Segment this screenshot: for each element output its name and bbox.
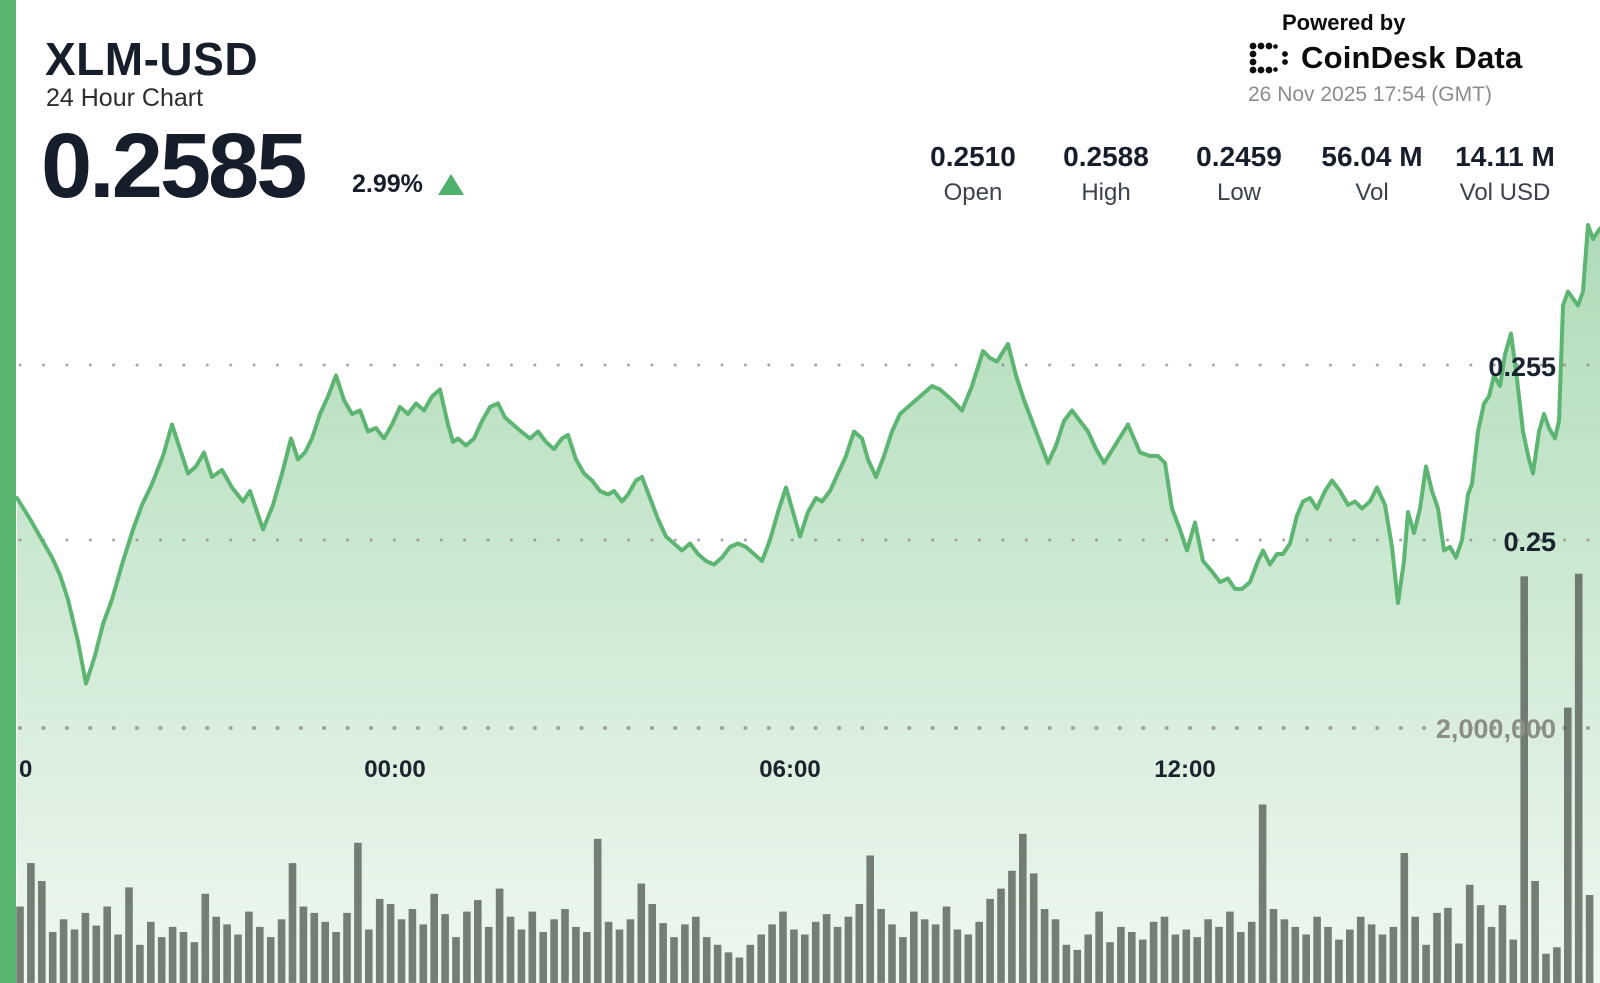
stat-high: 0.2588 High [1045,140,1167,207]
stat-vol: 56.04 M Vol [1311,140,1433,207]
current-price: 0.2585 [41,115,307,217]
stat-label: Open [943,178,1003,206]
coindesk-data-logo[interactable]: CoinDesk Data [1248,40,1560,76]
x-axis-label: 06:00 [759,756,820,783]
stat-value: 0.2459 [1196,141,1282,172]
volume-axis-label: 2,000,000 [1436,714,1556,744]
x-axis-label: 12:00 [1154,756,1215,783]
coindesk-logo-icon [1249,42,1288,74]
price-area-fill [17,225,1600,983]
stat-label: High [1081,178,1131,206]
stat-open: 0.2510 Open [912,140,1034,207]
stat-value: 14.11 M [1455,141,1555,172]
stats-row: 0.2510 Open 0.2588 High 0.2459 Low 56.04… [912,140,1566,207]
stat-label: Vol [1355,178,1389,206]
powered-by-block: Powered by CoinDesk Data 26 Nov 2025 17:… [1248,10,1560,107]
chart-subtitle: 24 Hour Chart [46,84,204,112]
y-axis-label: 0.255 [1488,352,1556,382]
symbol-title: XLM-USD [45,33,259,85]
stat-value: 56.04 M [1321,141,1423,172]
y-axis-label: 0.25 [1503,527,1556,557]
stat-low: 0.2459 Low [1178,140,1300,207]
powered-by-text: Powered by [1282,10,1406,35]
price-line [15,223,1600,686]
arrow-up-icon [437,174,464,195]
stat-value: 0.2588 [1063,141,1149,172]
chart-timestamp: 26 Nov 2025 17:54 (GMT) [1248,83,1492,107]
volume-bars [16,573,1594,983]
stat-value: 0.2510 [930,141,1016,172]
stat-label: Vol USD [1459,178,1551,206]
x-axis-label: 0 [19,756,32,783]
x-axis-label: 00:00 [364,756,425,783]
coindesk-logo-text: CoinDesk Data [1301,40,1523,76]
stat-vol-usd: 14.11 M Vol USD [1444,140,1566,207]
left-accent-bar [0,0,16,983]
change-percent: 2.99% [352,170,423,198]
price-change: 2.99% [352,172,464,197]
stat-label: Low [1216,178,1262,206]
